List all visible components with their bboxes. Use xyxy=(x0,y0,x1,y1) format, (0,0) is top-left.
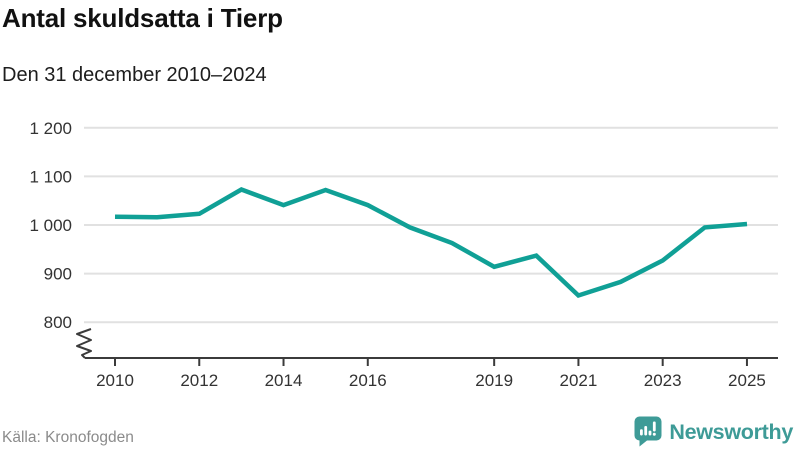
y-axis-tick-label: 1 100 xyxy=(29,167,72,186)
x-axis-tick-label: 2023 xyxy=(644,371,682,390)
y-axis-tick-label: 1 000 xyxy=(29,216,72,235)
y-axis-labels: 1 200 1 100 1 000 900 800 xyxy=(29,119,72,332)
newsworthy-wordmark: Newsworthy xyxy=(669,419,793,444)
axis-break-icon xyxy=(76,328,92,359)
gridlines xyxy=(84,126,778,324)
speech-bubble-shape xyxy=(634,416,662,447)
x-axis-tick-label: 2010 xyxy=(96,371,134,390)
mini-bar-chart-glyph xyxy=(640,421,657,436)
x-axis-tick-label: 2025 xyxy=(728,371,766,390)
x-axis-labels: 2010 2012 2014 2016 2019 2021 2023 2025 xyxy=(96,371,766,390)
x-axis-tick-label: 2021 xyxy=(560,371,598,390)
x-axis-tick-label: 2012 xyxy=(180,371,218,390)
y-axis-tick-label: 800 xyxy=(44,313,72,332)
x-axis-tick-label: 2019 xyxy=(475,371,513,390)
source-text: Källa: Kronofogden xyxy=(2,429,134,446)
x-axis-tick-label: 2014 xyxy=(265,371,303,390)
newsworthy-bar-chart-bubble-icon xyxy=(634,416,662,447)
page-title: Antal skuldsatta i Tierp xyxy=(2,3,283,33)
x-axis-tick-label: 2016 xyxy=(349,371,387,390)
x-axis xyxy=(76,328,778,366)
chart-subtitle: Den 31 december 2010–2024 xyxy=(2,64,267,86)
y-axis-tick-label: 900 xyxy=(44,265,72,284)
y-axis-tick-label: 1 200 xyxy=(29,119,72,138)
data-series xyxy=(114,187,748,299)
data-line xyxy=(114,187,748,299)
newsworthy-logo[interactable]: Newsworthy xyxy=(634,416,793,447)
